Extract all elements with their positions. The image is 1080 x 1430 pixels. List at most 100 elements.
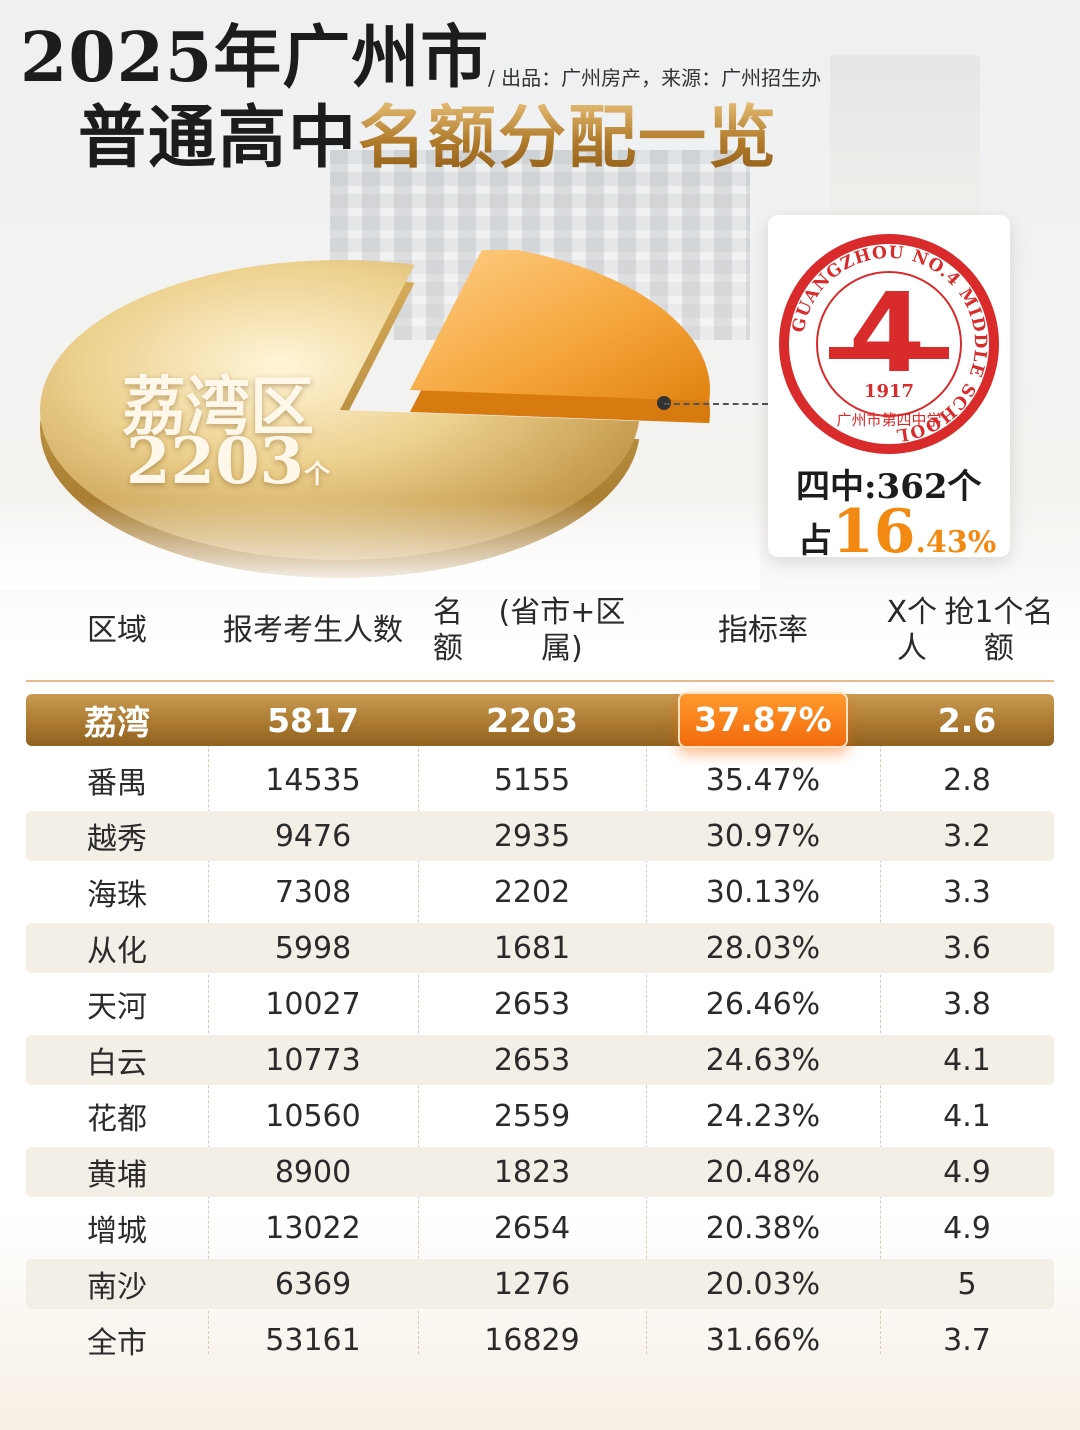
source-credit: / 出品：广州房产，来源：广州招生办	[488, 66, 822, 90]
table-cell: 5817	[267, 700, 359, 740]
table-cell: 黄埔	[87, 1158, 147, 1193]
table-cell: 4.1	[943, 1098, 991, 1134]
title-line-1: 2025年广州市	[20, 18, 490, 98]
table-cell: 5155	[493, 762, 571, 798]
table-cell: 3.2	[943, 818, 991, 854]
column-header-line: 名额	[432, 595, 463, 666]
table-cell: 20.38%	[705, 1210, 821, 1246]
school-share: 占16.43%	[798, 497, 996, 567]
column-divider	[646, 694, 647, 1354]
table-cell: 53161	[265, 1322, 361, 1358]
logo-year: 1917	[864, 381, 914, 402]
table-row: 天河 10027 2653 26.46% 3.8	[26, 976, 1054, 1032]
background-tower	[830, 55, 980, 225]
title-line-2-plain: 普通高中	[78, 98, 359, 178]
table-cell: 2.8	[943, 762, 991, 798]
table-cell: 1276	[493, 1266, 571, 1302]
logo-digit: 4	[849, 269, 926, 397]
table-row: 黄埔 8900 1823 20.48% 4.9	[26, 1144, 1054, 1200]
table-cell: 31.66%	[705, 1322, 821, 1358]
pie-slice-district	[39, 260, 640, 560]
table-cell: 2653	[493, 986, 571, 1022]
table-cell: 越秀	[87, 822, 147, 857]
table-cell: 8900	[274, 1154, 352, 1190]
table-row: 花都 10560 2559 24.23% 4.1	[26, 1088, 1054, 1144]
column-divider	[208, 694, 209, 1354]
column-header: 报考 考生人数	[208, 588, 418, 674]
table-cell: 天河	[87, 990, 147, 1025]
table-cell: 白云	[87, 1046, 147, 1081]
table-row: 番禺 14535 5155 35.47% 2.8	[26, 752, 1054, 808]
table-row: 增城 13022 2654 20.38% 4.9	[26, 1200, 1054, 1256]
column-header: 区域	[26, 588, 208, 674]
column-header-line: 考生人数	[283, 613, 403, 648]
table-cell: 6369	[274, 1266, 352, 1302]
table-cell: 2203	[486, 700, 578, 740]
column-header-line: 区域	[87, 613, 147, 648]
share-big: 16	[832, 497, 916, 567]
table-cell: 1681	[493, 930, 571, 966]
table-cell: 5998	[274, 930, 352, 966]
table-cell: 14535	[265, 762, 361, 798]
school-quota-stat: 四中:362个	[796, 467, 982, 507]
table-cell: 3.7	[943, 1322, 991, 1358]
table-cell: 20.48%	[705, 1154, 821, 1190]
table-row: 海珠 7308 2202 30.13% 3.3	[26, 864, 1054, 920]
share-small: .43%	[915, 525, 997, 560]
table-cell: 24.23%	[705, 1098, 821, 1134]
table-cell: 10773	[265, 1042, 361, 1078]
table-cell: 7308	[274, 874, 352, 910]
table-row: 全市 53161 16829 31.66% 3.7	[26, 1312, 1054, 1368]
table-header: 区域 报考 考生人数 名额 (省市+区属) 指标率 X个人 抢1个名额	[26, 588, 1054, 674]
table-cell: 26.46%	[705, 986, 821, 1022]
column-header: X个人 抢1个名额	[880, 588, 1054, 674]
table-cell: 海珠	[87, 878, 147, 913]
table-cell: 增城	[87, 1214, 147, 1249]
table-row: 白云 10773 2653 24.63% 4.1	[26, 1032, 1054, 1088]
table-body: 荔湾 5817 2203 37.87% 2.6 番禺 14535 5155 35.47% 2.8 越…	[26, 692, 1054, 1368]
column-header-line: X个人	[886, 595, 938, 666]
header-divider	[26, 680, 1054, 682]
table-row: 南沙 6369 1276 20.03% 5	[26, 1256, 1054, 1312]
share-prefix: 占	[798, 521, 832, 561]
table-cell: 2654	[493, 1210, 571, 1246]
title-line-2-gold: 名额分配一览	[358, 98, 779, 178]
table-cell: 24.63%	[705, 1042, 821, 1078]
table-cell: 5	[957, 1266, 977, 1302]
table-cell: 10027	[265, 986, 361, 1022]
logo-chinese: 广州市第四中学	[836, 411, 941, 429]
column-divider	[880, 694, 881, 1354]
school-card: GUANGZHOU NO.4 MIDDLE SCHOOL 4 1917 广州市第…	[768, 215, 1010, 567]
school-logo: GUANGZHOU NO.4 MIDDLE SCHOOL 4 1917 广州市第…	[779, 234, 999, 454]
column-divider	[418, 694, 419, 1354]
table-cell: 3.6	[943, 930, 991, 966]
table-cell: 2202	[493, 874, 571, 910]
table-cell: 2653	[493, 1042, 571, 1078]
table-cell: 4.9	[943, 1154, 991, 1190]
table-cell: 1823	[493, 1154, 571, 1190]
column-header: 指标率	[646, 588, 880, 674]
table-cell: 花都	[87, 1102, 147, 1137]
table-cell: 30.13%	[705, 874, 821, 910]
column-header-line: 抢1个名额	[944, 595, 1054, 666]
table-cell: 番禺	[87, 766, 147, 801]
pie-slice-school	[410, 250, 710, 402]
table-cell: 3.8	[943, 986, 991, 1022]
column-header-line: 报考	[223, 613, 283, 648]
table-cell: 全市	[87, 1326, 147, 1361]
table-row: 从化 5998 1681 28.03% 3.6	[26, 920, 1054, 976]
table-cell: 9476	[274, 818, 352, 854]
table-cell: 2.6	[937, 700, 997, 740]
pie-district-count: 2203个	[126, 424, 330, 499]
pie-district-label: 荔湾区	[122, 370, 314, 445]
quota-table: 区域 报考 考生人数 名额 (省市+区属) 指标率 X个人 抢1个名额 荔湾 5817 2203 3…	[26, 588, 1054, 1361]
column-header-line: (省市+区属)	[498, 595, 626, 666]
table-row-highlight: 荔湾 5817 2203 37.87% 2.6	[26, 692, 1054, 748]
table-cell: 37.87%	[646, 692, 880, 748]
table-cell: 4.1	[943, 1042, 991, 1078]
table-cell: 2935	[493, 818, 571, 854]
table-cell: 16829	[484, 1322, 580, 1358]
table-cell: 30.97%	[705, 818, 821, 854]
table-cell: 2559	[493, 1098, 571, 1134]
table-cell: 南沙	[87, 1270, 147, 1305]
